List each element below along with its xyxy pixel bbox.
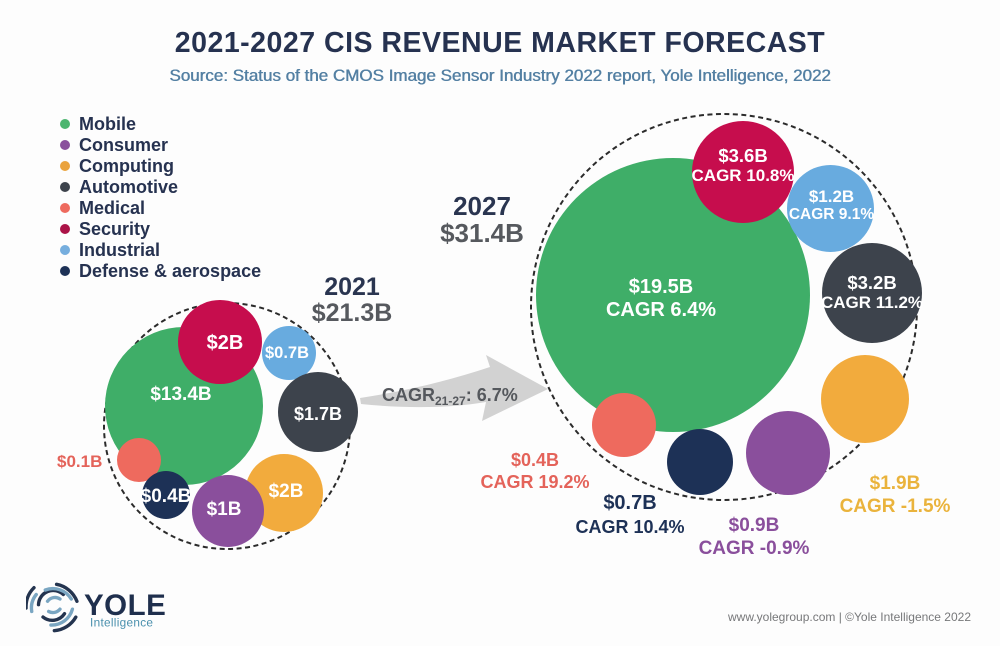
svg-text:Intelligence: Intelligence xyxy=(90,616,153,630)
svg-text:YOLE: YOLE xyxy=(84,589,166,622)
